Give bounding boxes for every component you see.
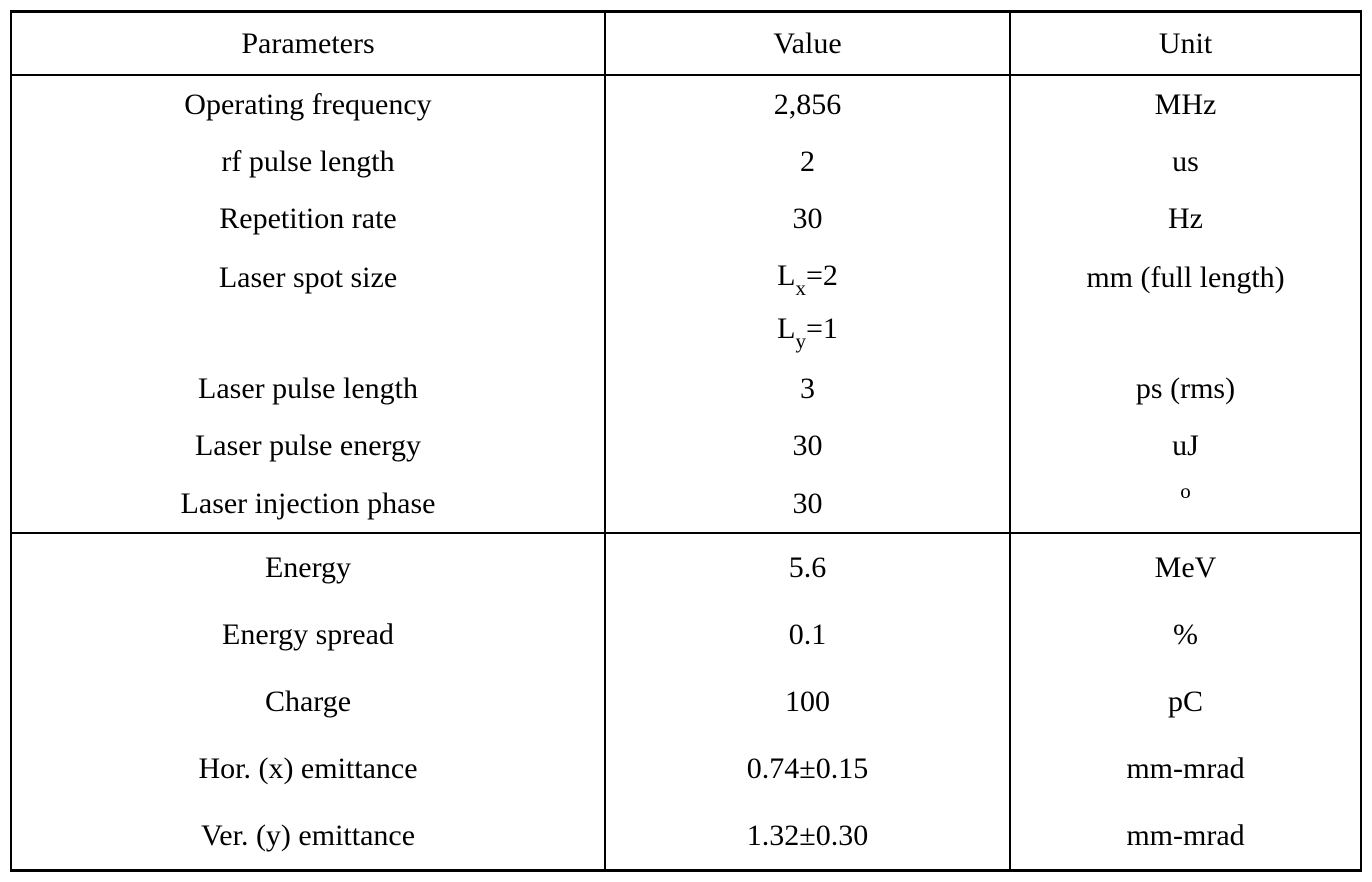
value-cell: Lx=2 (605, 247, 1010, 304)
unit-cell: % (1010, 601, 1361, 668)
value-base: L (777, 259, 795, 292)
column-header-unit: Unit (1010, 12, 1361, 76)
param-cell: Repetition rate (11, 190, 605, 247)
value-cell: 2,856 (605, 75, 1010, 133)
table-row: Energy spread 0.1 % (11, 601, 1361, 668)
value-cell: 3 (605, 360, 1010, 417)
unit-cell: mm-mrad (1010, 735, 1361, 802)
param-cell: Energy (11, 533, 605, 601)
param-cell: Operating frequency (11, 75, 605, 133)
table-row: Operating frequency 2,856 MHz (11, 75, 1361, 133)
table-header-row: Parameters Value Unit (11, 12, 1361, 76)
column-header-parameters: Parameters (11, 12, 605, 76)
param-cell: Energy spread (11, 601, 605, 668)
unit-cell: uJ (1010, 417, 1361, 474)
table-row: Ly=1 (11, 304, 1361, 361)
value-cell: 30 (605, 190, 1010, 247)
parameters-table: Parameters Value Unit Operating frequenc… (10, 10, 1362, 872)
column-header-value: Value (605, 12, 1010, 76)
unit-cell: pC (1010, 668, 1361, 735)
value-cell: 100 (605, 668, 1010, 735)
param-cell: Charge (11, 668, 605, 735)
param-cell: Laser spot size (11, 247, 605, 304)
value-cell: 30 (605, 474, 1010, 533)
value-cell: 5.6 (605, 533, 1010, 601)
param-cell: Laser pulse length (11, 360, 605, 417)
value-cell: 1.32±0.30 (605, 802, 1010, 871)
param-cell-empty (11, 304, 605, 361)
value-eq: =1 (806, 312, 838, 345)
unit-cell: mm-mrad (1010, 802, 1361, 871)
table-row: Laser pulse energy 30 uJ (11, 417, 1361, 474)
param-cell: Hor. (x) emittance (11, 735, 605, 802)
table-row: Ver. (y) emittance 1.32±0.30 mm-mrad (11, 802, 1361, 871)
value-subscript: x (795, 276, 806, 300)
param-cell: Laser injection phase (11, 474, 605, 533)
table-row: Laser pulse length 3 ps (rms) (11, 360, 1361, 417)
parameters-table-container: Parameters Value Unit Operating frequenc… (10, 10, 1362, 872)
table-row: Charge 100 pC (11, 668, 1361, 735)
unit-cell: o (1010, 474, 1361, 533)
unit-cell: MHz (1010, 75, 1361, 133)
value-cell: 2 (605, 133, 1010, 190)
degree-symbol: o (1180, 479, 1191, 503)
value-cell: 0.1 (605, 601, 1010, 668)
unit-cell: mm (full length) (1010, 247, 1361, 304)
value-subscript: y (795, 329, 806, 353)
param-cell: Ver. (y) emittance (11, 802, 605, 871)
table-row: Repetition rate 30 Hz (11, 190, 1361, 247)
value-eq: =2 (806, 259, 838, 292)
unit-cell: MeV (1010, 533, 1361, 601)
unit-cell-empty (1010, 304, 1361, 361)
value-cell: 0.74±0.15 (605, 735, 1010, 802)
table-row: Laser spot size Lx=2 mm (full length) (11, 247, 1361, 304)
unit-cell: ps (rms) (1010, 360, 1361, 417)
value-cell: Ly=1 (605, 304, 1010, 361)
table-row: Laser injection phase 30 o (11, 474, 1361, 533)
unit-cell: Hz (1010, 190, 1361, 247)
value-cell: 30 (605, 417, 1010, 474)
param-cell: Laser pulse energy (11, 417, 605, 474)
unit-cell: us (1010, 133, 1361, 190)
table-row: Energy 5.6 MeV (11, 533, 1361, 601)
table-row: rf pulse length 2 us (11, 133, 1361, 190)
value-base: L (777, 312, 795, 345)
param-cell: rf pulse length (11, 133, 605, 190)
table-row: Hor. (x) emittance 0.74±0.15 mm-mrad (11, 735, 1361, 802)
